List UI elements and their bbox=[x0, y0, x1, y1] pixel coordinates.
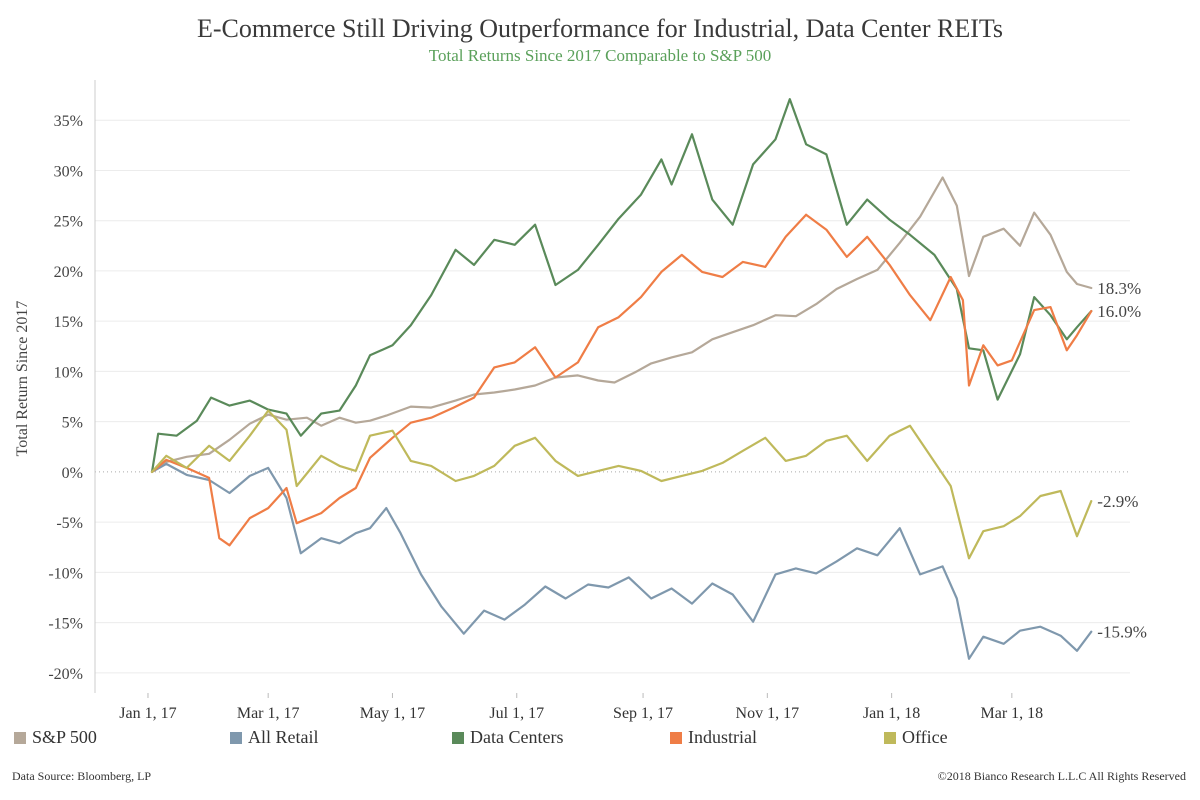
legend-item: S&P 500 bbox=[14, 727, 97, 748]
y-tick-label: 15% bbox=[54, 314, 83, 331]
y-tick-label: 10% bbox=[54, 364, 83, 381]
x-tick-label: Jan 1, 17 bbox=[119, 705, 176, 722]
x-tick-label: Sep 1, 17 bbox=[613, 705, 673, 722]
x-tick-label: Mar 1, 17 bbox=[237, 705, 300, 722]
legend-label: Data Centers bbox=[470, 727, 564, 747]
legend-label: Industrial bbox=[688, 727, 757, 747]
y-tick-label: 5% bbox=[62, 415, 83, 432]
chart-title: E-Commerce Still Driving Outperformance … bbox=[196, 14, 1004, 43]
legend-label: All Retail bbox=[248, 727, 319, 747]
legend-swatch bbox=[14, 731, 26, 744]
y-tick-label: 35% bbox=[54, 113, 83, 130]
y-tick-label: -20% bbox=[48, 666, 83, 683]
y-tick-label: -5% bbox=[56, 515, 83, 532]
series-line-all-retail bbox=[150, 462, 1093, 660]
data-source-note: Data Source: Bloomberg, LP bbox=[12, 769, 152, 783]
series-line-industrial bbox=[150, 213, 1093, 547]
series-lines bbox=[150, 97, 1093, 660]
legend-item: Data Centers bbox=[452, 727, 563, 748]
end-labels: 18.3% -15.9% 16.0% -2.9% bbox=[1097, 279, 1147, 642]
end-value-label: 16.0% bbox=[1097, 302, 1141, 321]
y-tick-label: -15% bbox=[48, 616, 83, 633]
y-tick-label: 0% bbox=[62, 465, 83, 482]
end-value-label: -2.9% bbox=[1097, 492, 1138, 511]
x-tick-label: Nov 1, 17 bbox=[736, 705, 800, 722]
x-tick-label: Jan 1, 18 bbox=[863, 705, 920, 722]
legend-swatch bbox=[670, 731, 682, 744]
legend-swatch bbox=[230, 731, 242, 744]
axes: 35% 30% 25% 20% 15% 10% 5% 0% -5% -10% -15% -20% Jan… bbox=[14, 80, 1043, 722]
copyright-note: ©2018 Bianco Research L.L.C All Rights R… bbox=[937, 769, 1186, 783]
legend: S&P 500 All Retail Data Centers Industrial O… bbox=[14, 727, 1184, 751]
series-line-data-centers bbox=[150, 97, 1093, 473]
y-tick-label: 20% bbox=[54, 264, 83, 281]
legend-label: Office bbox=[902, 727, 948, 747]
end-value-label: 18.3% bbox=[1097, 279, 1141, 298]
y-tick-label: 30% bbox=[54, 163, 83, 180]
legend-swatch bbox=[452, 731, 464, 744]
end-value-label: -15.9% bbox=[1097, 623, 1147, 642]
x-tick-label: Jul 1, 17 bbox=[489, 705, 544, 722]
legend-swatch bbox=[884, 731, 896, 744]
grid-lines bbox=[95, 119, 1130, 674]
y-tick-label: 25% bbox=[54, 214, 83, 231]
chart-subtitle: Total Returns Since 2017 Comparable to S… bbox=[428, 46, 772, 65]
legend-item: Office bbox=[884, 727, 948, 748]
x-tick-label: Mar 1, 18 bbox=[981, 705, 1044, 722]
series-line-office bbox=[150, 409, 1093, 560]
legend-item: Industrial bbox=[670, 727, 757, 748]
series-line-s-p-500 bbox=[150, 176, 1093, 473]
legend-item: All Retail bbox=[230, 727, 319, 748]
y-tick-label: -10% bbox=[48, 565, 83, 582]
legend-label: S&P 500 bbox=[32, 727, 97, 747]
x-tick-label: May 1, 17 bbox=[360, 705, 425, 722]
y-axis-label: Total Return Since 2017 bbox=[14, 301, 31, 457]
